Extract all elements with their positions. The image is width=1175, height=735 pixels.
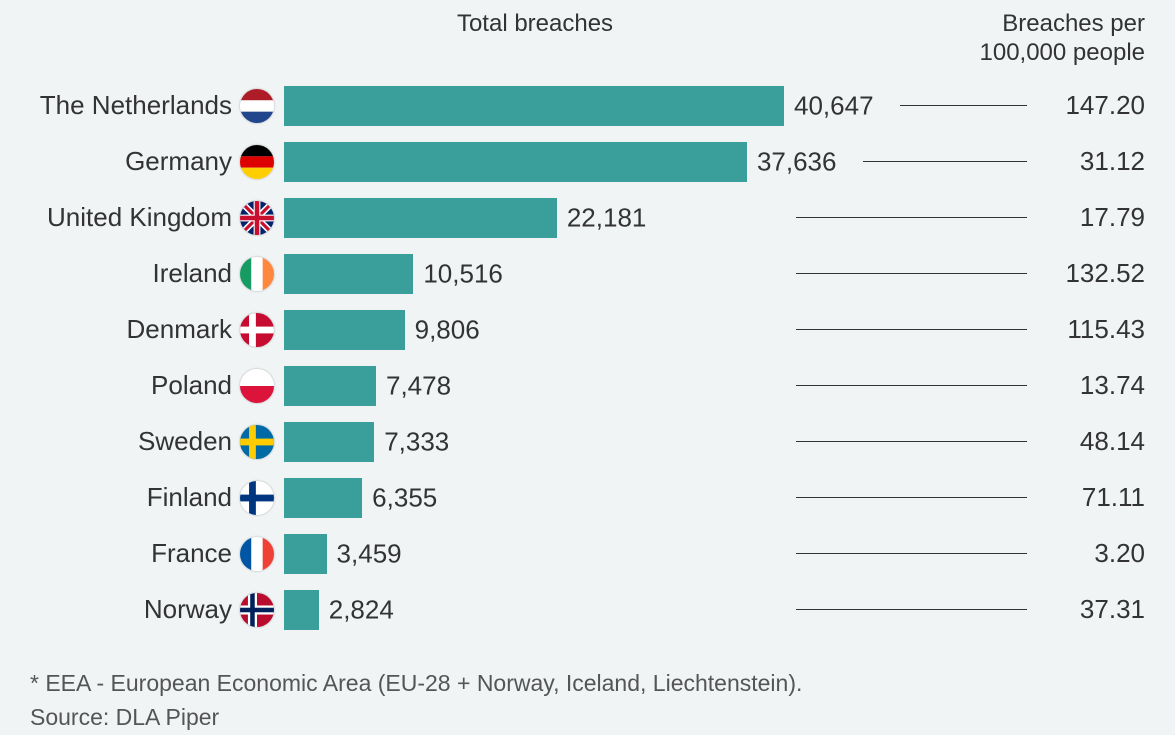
per-capita-value: 48.14: [1035, 426, 1145, 457]
connector-line: [900, 105, 1027, 106]
bar-area: 3,459: [284, 534, 784, 574]
per-capita-value: 17.79: [1035, 202, 1145, 233]
country-label: Poland: [30, 370, 240, 401]
bar: [284, 366, 376, 406]
total-value: 37,636: [757, 146, 837, 177]
bar: [284, 86, 784, 126]
bar: [284, 254, 413, 294]
gb-flag-icon: [240, 201, 274, 235]
fr-flag-icon: [240, 537, 274, 571]
country-label: Finland: [30, 482, 240, 513]
per-capita-value: 37.31: [1035, 594, 1145, 625]
per-capita-value: 115.43: [1035, 314, 1145, 345]
bar-area: 37,636: [284, 142, 784, 182]
connector-line: [796, 385, 1027, 386]
bar: [284, 478, 362, 518]
de-flag-icon: [240, 145, 274, 179]
total-value: 2,824: [329, 594, 394, 625]
connector-line: [796, 273, 1027, 274]
connector-line: [796, 609, 1027, 610]
bar-area: 10,516: [284, 254, 784, 294]
bar: [284, 198, 557, 238]
chart-footnote: * EEA - European Economic Area (EU-28 + …: [30, 666, 1145, 735]
total-value: 40,647: [794, 90, 874, 121]
country-label: The Netherlands: [30, 90, 240, 121]
country-label: Germany: [30, 146, 240, 177]
connector-line: [796, 497, 1027, 498]
chart-row: France 3,459 3.20: [30, 526, 1145, 582]
bar-area: 9,806: [284, 310, 784, 350]
no-flag-icon: [240, 593, 274, 627]
nl-flag-icon: [240, 89, 274, 123]
total-value: 22,181: [567, 202, 647, 233]
bar-area: 22,181: [284, 198, 784, 238]
country-label: Sweden: [30, 426, 240, 457]
bar-area: 40,647: [284, 86, 784, 126]
per-capita-value: 31.12: [1035, 146, 1145, 177]
header-total-breaches: Total breaches: [280, 10, 790, 68]
chart-row: Germany 37,636 31.12: [30, 134, 1145, 190]
chart-row: Poland 7,478 13.74: [30, 358, 1145, 414]
bar-area: 7,333: [284, 422, 784, 462]
bar: [284, 422, 374, 462]
per-capita-value: 132.52: [1035, 258, 1145, 289]
pl-flag-icon: [240, 369, 274, 403]
chart-row: Norway 2,824 37.31: [30, 582, 1145, 638]
chart-row: United Kingdom 22,181 17.79: [30, 190, 1145, 246]
bar-area: 2,824: [284, 590, 784, 630]
country-label: Denmark: [30, 314, 240, 345]
bar: [284, 590, 319, 630]
country-label: Norway: [30, 594, 240, 625]
total-value: 7,333: [384, 426, 449, 457]
chart-row: Denmark 9,806 115.43: [30, 302, 1145, 358]
footnote-source: Source: DLA Piper: [30, 700, 1145, 735]
bar: [284, 534, 327, 574]
chart-row: The Netherlands 40,647 147.20: [30, 78, 1145, 134]
bar-area: 6,355: [284, 478, 784, 518]
connector-line: [863, 161, 1027, 162]
total-value: 9,806: [415, 314, 480, 345]
bar: [284, 142, 747, 182]
total-value: 3,459: [337, 538, 402, 569]
connector-line: [796, 441, 1027, 442]
total-value: 10,516: [423, 258, 503, 289]
bar: [284, 310, 405, 350]
per-capita-value: 3.20: [1035, 538, 1145, 569]
per-capita-value: 71.11: [1035, 482, 1145, 513]
connector-line: [796, 217, 1027, 218]
footnote-eea: * EEA - European Economic Area (EU-28 + …: [30, 666, 1145, 701]
country-label: France: [30, 538, 240, 569]
per-capita-value: 13.74: [1035, 370, 1145, 401]
country-label: Ireland: [30, 258, 240, 289]
chart-headers: Total breaches Breaches per100,000 peopl…: [30, 10, 1145, 68]
dk-flag-icon: [240, 313, 274, 347]
connector-line: [796, 553, 1027, 554]
country-label: United Kingdom: [30, 202, 240, 233]
ie-flag-icon: [240, 257, 274, 291]
chart-rows: The Netherlands 40,647 147.20 Germany 37,636…: [30, 78, 1145, 638]
chart-row: Ireland 10,516 132.52: [30, 246, 1145, 302]
total-value: 7,478: [386, 370, 451, 401]
total-value: 6,355: [372, 482, 437, 513]
connector-line: [796, 329, 1027, 330]
per-capita-value: 147.20: [1035, 90, 1145, 121]
chart-row: Finland 6,355 71.11: [30, 470, 1145, 526]
chart-row: Sweden 7,333 48.14: [30, 414, 1145, 470]
bar-area: 7,478: [284, 366, 784, 406]
se-flag-icon: [240, 425, 274, 459]
fi-flag-icon: [240, 481, 274, 515]
header-per-capita: Breaches per100,000 people: [790, 10, 1145, 68]
